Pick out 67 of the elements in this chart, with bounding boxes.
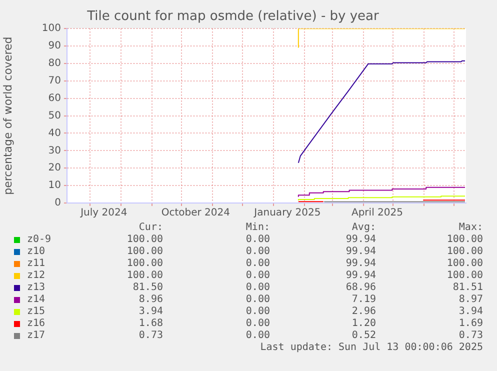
text: 0.00 — [246, 246, 270, 258]
text: 1.68 — [138, 318, 163, 330]
text: 81.50 — [132, 282, 163, 294]
y-tick-label: 0 — [54, 198, 61, 209]
y-axis-title: percentage of world covered — [1, 36, 14, 195]
y-tick-label: 40 — [48, 128, 61, 139]
legend-label: z10 — [27, 246, 46, 258]
legend-label: z11 — [27, 258, 46, 270]
legend-label: z13 — [27, 282, 46, 294]
text: 7.19 — [352, 294, 376, 306]
text: 99.94 — [346, 258, 376, 270]
chart-title: Tile count for map osmde (relative) - by year — [86, 9, 380, 24]
text: Min: — [246, 222, 270, 234]
text: 0.00 — [246, 318, 270, 330]
legend-label: z0-9 — [27, 234, 52, 246]
text: Last update: Sun Jul 13 00:00:06 2025 — [260, 342, 483, 353]
text: 100.00 — [446, 258, 483, 270]
text: 99.94 — [346, 246, 376, 258]
text: Avg: — [352, 222, 376, 234]
y-tick-label: 10 — [48, 180, 61, 192]
legend-label: z17 — [27, 330, 46, 342]
text: 8.97 — [458, 294, 483, 306]
text: 100.00 — [126, 258, 163, 270]
text: 0.00 — [246, 234, 270, 246]
text: 0.00 — [246, 330, 270, 342]
text: 1.69 — [458, 318, 483, 330]
legend-label: z16 — [27, 318, 46, 330]
text: 2.96 — [352, 306, 376, 318]
text: 8.96 — [138, 294, 163, 306]
text: 81.51 — [452, 282, 483, 294]
text: 0.00 — [246, 294, 270, 306]
text: 100.00 — [126, 246, 163, 258]
legend-label: z14 — [27, 294, 46, 306]
y-tick-label: 30 — [48, 145, 61, 156]
text: 100.00 — [446, 246, 483, 258]
y-tick-label: 20 — [48, 162, 61, 174]
y-tick-label: 90 — [48, 40, 61, 52]
legend-label: z12 — [27, 270, 46, 282]
text: 3.94 — [458, 306, 483, 318]
y-tick-label: 50 — [48, 110, 61, 122]
text: 100.00 — [446, 234, 483, 246]
text: 100.00 — [126, 234, 163, 246]
y-tick-label: 70 — [48, 76, 61, 87]
y-tick-label: 100 — [42, 23, 61, 34]
text: Max: — [458, 222, 483, 234]
y-tick-label: 80 — [48, 58, 61, 70]
text: 0.73 — [458, 330, 483, 342]
text: 68.96 — [346, 282, 376, 294]
text: Cur: — [138, 222, 163, 234]
text: 100.00 — [446, 270, 483, 282]
text: 0.00 — [246, 306, 270, 318]
text: 1.20 — [352, 318, 376, 330]
text: 0.52 — [352, 330, 376, 342]
x-tick-label: April 2025 — [351, 208, 403, 219]
x-tick-label: July 2024 — [80, 208, 128, 219]
text: 3.94 — [138, 306, 163, 318]
text: 99.94 — [346, 234, 376, 246]
text: 100.00 — [126, 270, 163, 282]
text: 0.73 — [138, 330, 163, 342]
text: 0.00 — [246, 270, 270, 282]
text: 99.94 — [346, 270, 376, 282]
y-tick-label: 60 — [48, 92, 61, 104]
x-tick-label: January 2025 — [253, 208, 321, 219]
x-tick-label: October 2024 — [161, 208, 230, 219]
text: 0.00 — [246, 282, 270, 294]
legend-label: z15 — [27, 306, 46, 318]
text: 0.00 — [246, 258, 270, 270]
